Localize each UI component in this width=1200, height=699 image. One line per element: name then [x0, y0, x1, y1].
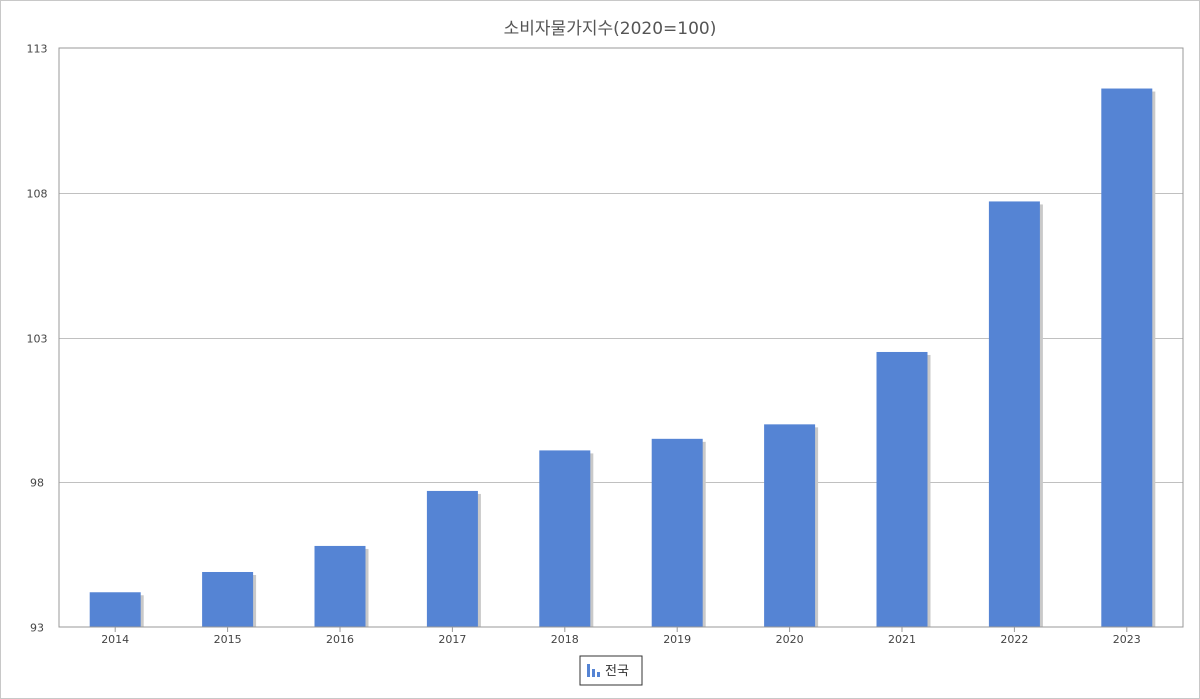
- x-tick-label: 2014: [101, 633, 129, 646]
- x-tick-label: 2020: [776, 633, 804, 646]
- legend-label: 전국: [605, 664, 629, 679]
- bar-chart-icon: [587, 664, 600, 677]
- bar-2021[interactable]: [876, 351, 928, 627]
- x-tick-label: 2021: [888, 633, 916, 646]
- y-tick-label: 108: [27, 188, 48, 201]
- plot-area-border: [58, 47, 1184, 628]
- bar-2014[interactable]: [89, 592, 141, 627]
- bar-2016[interactable]: [314, 545, 366, 627]
- bar-2018[interactable]: [539, 450, 591, 627]
- axes: 93 98 103 108 113 2014 2015 2016 2017 2018 2019 202…: [27, 43, 1184, 646]
- chart-title: 소비자물가지수(2020=100): [504, 19, 717, 39]
- y-tick-label: 98: [30, 477, 44, 490]
- x-tick-label: 2019: [663, 633, 691, 646]
- legend[interactable]: 전국: [579, 655, 643, 686]
- bar-2015[interactable]: [202, 571, 254, 627]
- x-tick-label: 2015: [214, 633, 242, 646]
- x-tick-label: 2017: [438, 633, 466, 646]
- y-tick-label: 93: [30, 622, 44, 635]
- x-tick-label: 2018: [551, 633, 579, 646]
- bars: [89, 88, 1156, 627]
- x-tick-label: 2016: [326, 633, 354, 646]
- y-tick-label: 103: [27, 333, 48, 346]
- legend-box: [579, 655, 643, 686]
- bar-2019[interactable]: [651, 438, 703, 627]
- bar-2017[interactable]: [426, 490, 478, 627]
- bar-2023[interactable]: [1101, 88, 1153, 627]
- bar-2022[interactable]: [988, 201, 1040, 627]
- x-tick-label: 2022: [1000, 633, 1028, 646]
- y-tick-label: 113: [27, 43, 48, 56]
- x-tick-label: 2023: [1113, 633, 1141, 646]
- bar-2020[interactable]: [764, 424, 816, 627]
